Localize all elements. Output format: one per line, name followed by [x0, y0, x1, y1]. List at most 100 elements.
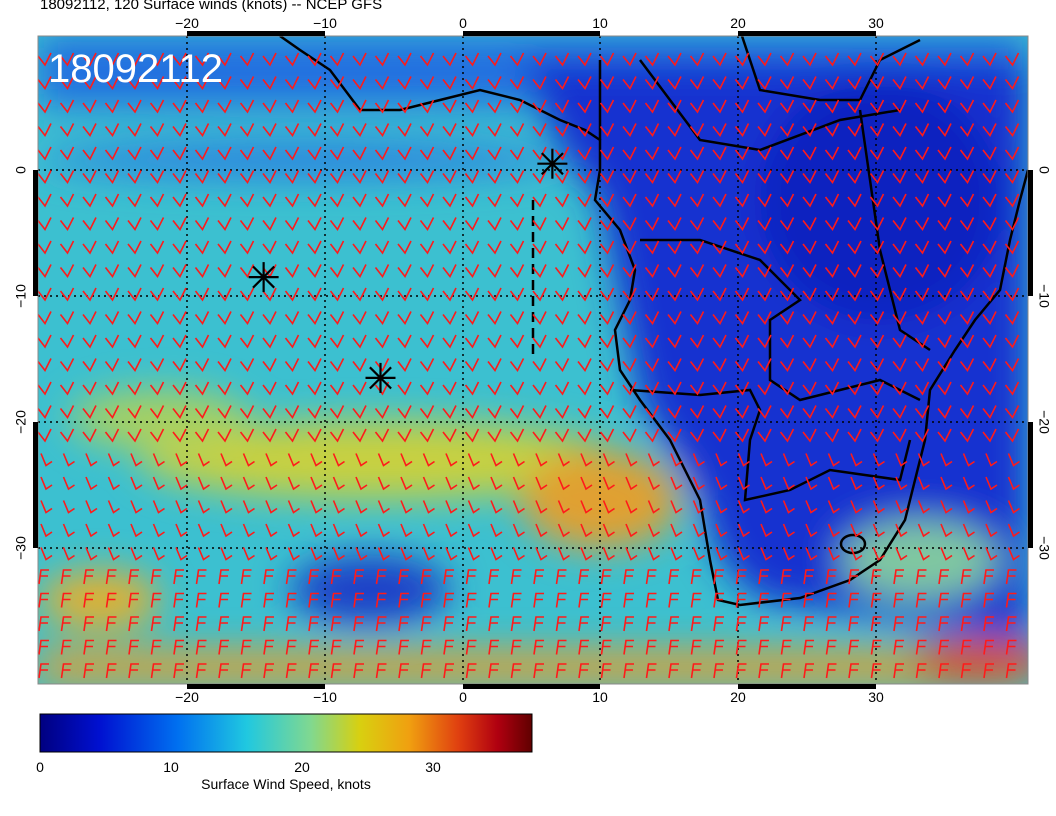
wind-barb	[735, 663, 747, 679]
wind-barb	[599, 170, 615, 184]
wind-barb	[397, 405, 412, 419]
wind-barb	[220, 523, 233, 538]
wind-barb	[332, 476, 345, 491]
wind-barb	[509, 334, 525, 349]
wind-barb	[149, 311, 165, 325]
wind-barb	[242, 523, 255, 538]
wind-barb	[668, 569, 679, 585]
wind-barb	[780, 639, 792, 655]
wind-barb	[175, 453, 188, 467]
wind-barb	[130, 523, 143, 538]
wind-barb	[847, 264, 862, 278]
wind-barb	[218, 569, 229, 585]
wind-barb	[757, 146, 772, 161]
wind-barb	[194, 193, 210, 208]
wind-barb	[195, 639, 207, 655]
wind-barb	[374, 405, 390, 419]
figure-title: 18092112, 120 Surface winds (knots) -- N…	[40, 0, 383, 13]
wind-barb	[667, 334, 682, 349]
wind-barb	[892, 146, 907, 161]
wind-barb	[400, 523, 413, 538]
wind-barb	[217, 170, 232, 184]
wind-barb	[329, 76, 345, 90]
wind-barb	[938, 616, 949, 632]
wind-barb	[330, 592, 342, 608]
wind-barb	[377, 453, 390, 467]
wind-barb	[105, 616, 117, 632]
storm-marker-1	[537, 148, 568, 179]
wind-barb	[445, 547, 458, 561]
wind-barb	[149, 264, 165, 278]
wind-barb	[599, 381, 615, 396]
wind-barb	[670, 523, 683, 538]
wind-barb	[712, 146, 727, 161]
wind-barb	[735, 616, 747, 632]
wind-barb	[173, 639, 184, 655]
wind-barb	[712, 334, 727, 349]
wind-barb	[195, 592, 207, 608]
wind-barb	[509, 381, 525, 396]
wind-barb	[1029, 617, 1039, 631]
wind-barb	[869, 170, 885, 184]
wind-barb	[239, 334, 255, 349]
wind-barb	[802, 405, 817, 419]
colorbar-tick-3: 30	[425, 759, 441, 775]
wind-barb	[262, 240, 277, 255]
wind-barb	[38, 569, 49, 585]
wind-barb	[869, 358, 885, 372]
wind-barb	[442, 123, 457, 137]
wind-barb	[59, 334, 75, 349]
wind-barb	[985, 547, 998, 561]
wind-barb	[217, 264, 232, 278]
wind-barb	[442, 76, 457, 90]
wind-barb	[802, 264, 817, 278]
wind-barb	[940, 547, 953, 561]
wind-barb	[937, 428, 952, 443]
wind-barb	[1007, 523, 1020, 538]
wind-barb	[712, 287, 727, 302]
wind-barb	[802, 52, 817, 67]
wind-barb	[959, 99, 975, 114]
wind-barb	[554, 193, 570, 208]
wind-barb	[827, 453, 840, 467]
wind-barb	[735, 569, 747, 585]
wind-barb	[532, 358, 547, 372]
wind-barb	[509, 240, 525, 255]
wind-barb	[375, 663, 387, 679]
wind-barb	[242, 547, 255, 561]
wind-barb	[59, 264, 75, 278]
wind-barb	[805, 453, 818, 467]
wind-barb	[824, 146, 840, 161]
wind-barb	[175, 547, 188, 561]
lon-tick-bottom-5: 30	[868, 689, 884, 705]
wind-barb	[152, 476, 165, 491]
wind-barb	[127, 146, 142, 161]
wind-barb	[352, 428, 367, 443]
wind-barb	[59, 217, 75, 231]
wind-barb	[149, 405, 165, 419]
wind-barb	[1004, 264, 1020, 278]
wind-barb	[127, 358, 142, 372]
wind-barb	[779, 240, 795, 255]
wind-barb	[467, 688, 477, 702]
wind-barb	[962, 500, 975, 514]
lon-tick-top-1: −10	[313, 15, 337, 31]
wind-barb	[599, 99, 615, 114]
wind-barb	[1004, 99, 1020, 114]
wind-barb	[779, 76, 795, 90]
wind-barb	[128, 663, 139, 679]
wind-barb	[172, 217, 187, 231]
wind-barb	[377, 547, 390, 561]
wind-barb	[780, 663, 792, 679]
wind-barb	[670, 547, 683, 561]
wind-barb	[419, 217, 435, 231]
wind-barb	[465, 639, 477, 655]
wind-barb	[374, 287, 390, 302]
wind-barb	[442, 358, 457, 372]
wind-barb	[284, 99, 300, 114]
wind-barb	[264, 688, 274, 702]
wind-barb	[737, 547, 750, 561]
wind-barb	[960, 616, 972, 632]
wind-barb	[374, 76, 390, 90]
wind-barb	[82, 123, 97, 137]
